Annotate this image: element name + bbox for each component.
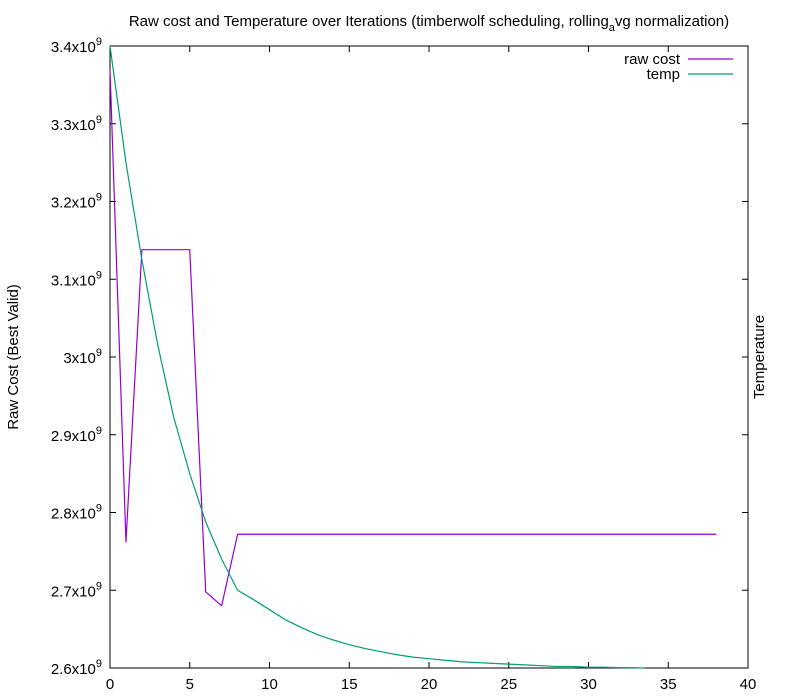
x-axis: 0 5 10 15 20 25 30 35 40 bbox=[106, 46, 757, 693]
x-tick-label: 5 bbox=[186, 676, 194, 693]
x-tick-label: 10 bbox=[261, 676, 278, 693]
x-tick-label: 40 bbox=[740, 676, 757, 693]
y-tick-label: 2.7x109 bbox=[51, 580, 102, 600]
series-layer bbox=[109, 45, 717, 669]
series-line-raw-cost bbox=[109, 69, 717, 607]
y-tick-label: 3.3x109 bbox=[51, 114, 102, 134]
x-tick-label: 30 bbox=[580, 676, 597, 693]
x-tick-label: 15 bbox=[341, 676, 358, 693]
y-tick-label: 3.4x109 bbox=[51, 36, 102, 56]
y-tick-label: 2.9x109 bbox=[51, 425, 102, 445]
y2-axis-label: Temperature bbox=[751, 315, 768, 399]
x-tick-label: 20 bbox=[421, 676, 438, 693]
plot-frame bbox=[109, 45, 749, 669]
y-axis: 2.6x109 2.7x109 2.8x109 2.9x109 3x109 3.1x109… bbox=[51, 36, 748, 678]
y-tick-label: 2.8x109 bbox=[51, 503, 102, 523]
series-line-temp bbox=[109, 45, 645, 669]
x-tick-label: 25 bbox=[500, 676, 517, 693]
y-axis-label: Raw Cost (Best Valid) bbox=[5, 284, 22, 430]
legend-label: temp bbox=[647, 66, 680, 83]
chart-title: Raw cost and Temperature over Iterations… bbox=[129, 13, 729, 34]
y-tick-label: 3x109 bbox=[63, 347, 102, 367]
x-tick-label: 0 bbox=[106, 676, 114, 693]
y-tick-label: 2.6x109 bbox=[51, 658, 102, 678]
y-tick-label: 3.1x109 bbox=[51, 269, 102, 289]
legend-label: raw cost bbox=[624, 51, 681, 68]
y-tick-label: 3.2x109 bbox=[51, 192, 102, 212]
x-tick-label: 35 bbox=[660, 676, 677, 693]
